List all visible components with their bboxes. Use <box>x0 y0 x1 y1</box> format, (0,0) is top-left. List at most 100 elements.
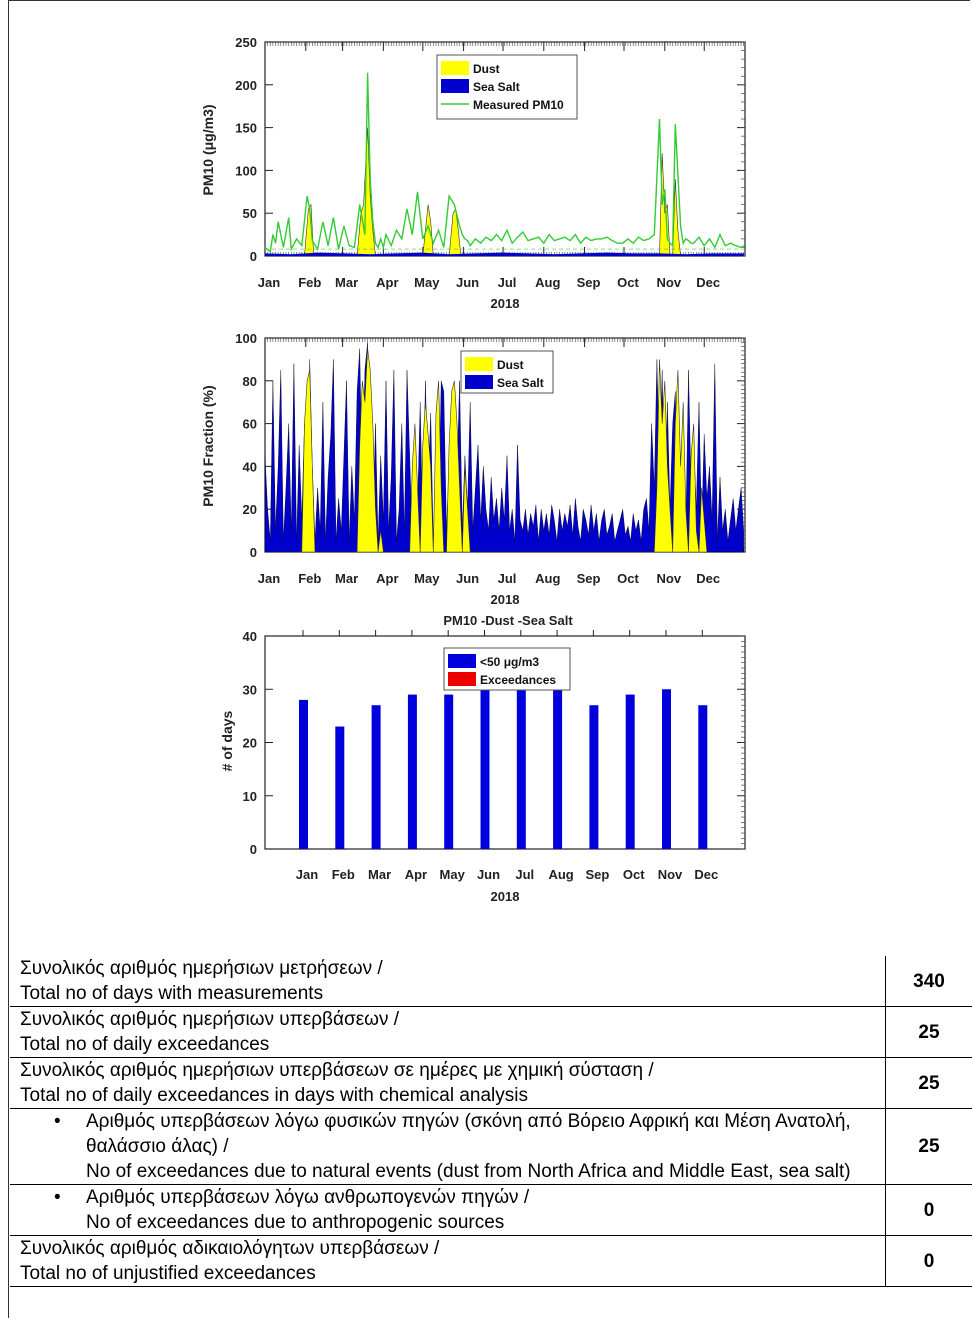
y-tick-label: 20 <box>243 736 257 751</box>
y-tick-label: 100 <box>235 331 257 346</box>
x-tick-label-jun: Jun <box>456 275 479 290</box>
x-tick-label-feb: Feb <box>298 571 321 586</box>
stats-value: 25 <box>885 1108 972 1185</box>
legend-swatch-0 <box>441 61 469 75</box>
x-tick-label-sep: Sep <box>585 867 609 882</box>
legend-swatch-0 <box>448 654 476 668</box>
legend-swatch-1 <box>441 79 469 93</box>
pm10-fraction-chart: 0 20 40 60 80 100 Jan Feb Mar Apr May Jun Jul Aug Sep O… <box>200 331 746 607</box>
y-axis-label: PM10 (μg/m3) <box>200 104 216 195</box>
measured-pm10-line <box>264 72 745 254</box>
page-frame <box>8 0 970 1318</box>
stats-label: Συνολικός αριθμός ημερήσιων μετρήσεων / T… <box>10 956 886 1007</box>
stats-value: 0 <box>885 1184 972 1236</box>
x-tick-label-may: May <box>414 275 440 290</box>
stats-row: Συνολικός αριθμός ημερήσιων μετρήσεων / T… <box>10 956 972 1007</box>
y-tick-label: 0 <box>250 545 257 560</box>
x-tick-label-jan: Jan <box>296 867 318 882</box>
stats-label: Αριθμός υπερβάσεων λόγω ανθρωπογενών πηγ… <box>10 1184 886 1236</box>
x-tick-label-mar: Mar <box>368 867 391 882</box>
x-tick-label-jan: Jan <box>258 571 280 586</box>
legend-label-0: Dust <box>473 62 500 76</box>
x-tick-label-jul: Jul <box>498 571 517 586</box>
y-tick-label: 0 <box>250 249 257 264</box>
y-tick-label: 10 <box>243 789 257 804</box>
x-axis-label: 2018 <box>491 889 520 904</box>
bar-under50-mar <box>371 705 381 849</box>
legend-label-0: Dust <box>497 358 524 372</box>
bar-under50-dec <box>698 705 708 849</box>
y-tick-label: 50 <box>243 206 257 221</box>
x-tick-label-oct: Oct <box>617 571 639 586</box>
y-axis-label: # of days <box>219 710 235 771</box>
label-english: No of exceedances due to natural events … <box>86 1161 851 1182</box>
x-tick-label-apr: Apr <box>405 867 427 882</box>
label-english: Total no of unjustified exceedances <box>20 1263 316 1284</box>
stats-label: Συνολικός αριθμός ημερήσιων υπερβάσεων σ… <box>10 1057 886 1109</box>
dust-fraction-area <box>265 348 708 553</box>
y-tick-label: 60 <box>243 417 257 432</box>
exceedances-summary-table: Συνολικός αριθμός ημερήσιων μετρήσεων / T… <box>10 956 972 1287</box>
x-tick-label-may: May <box>440 867 466 882</box>
stats-label: Αριθμός υπερβάσεων λόγω φυσικών πηγών (σ… <box>10 1108 886 1185</box>
x-tick-label-apr: Apr <box>376 275 398 290</box>
x-tick-label-may: May <box>414 571 440 586</box>
stats-row: Συνολικός αριθμός αδικαιολόγητων υπερβάσ… <box>10 1235 972 1287</box>
label-english: Total no of days with measurements <box>20 983 324 1004</box>
bar-under50-jan <box>299 699 308 849</box>
stats-value: 25 <box>885 1057 972 1109</box>
x-tick-label-dec: Dec <box>696 275 720 290</box>
x-tick-label-jan: Jan <box>258 275 280 290</box>
x-tick-label-mar: Mar <box>335 571 358 586</box>
y-tick-label: 0 <box>250 842 257 857</box>
bar-under50-apr <box>407 694 417 849</box>
stats-row: Αριθμός υπερβάσεων λόγω ανθρωπογενών πηγ… <box>10 1184 972 1236</box>
bar-under50-jul <box>516 689 526 849</box>
label-greek: Συνολικός αριθμός ημερήσιων μετρήσεων / <box>20 958 383 979</box>
x-tick-label-oct: Oct <box>623 867 645 882</box>
y-tick-label: 20 <box>243 502 257 517</box>
stats-value: 25 <box>885 1006 972 1058</box>
sea-salt-fraction-area <box>264 342 744 553</box>
x-axis-label: 2018 <box>491 296 520 311</box>
bar-under50-sep <box>589 705 599 849</box>
x-tick-label-oct: Oct <box>617 275 639 290</box>
label-greek: Συνολικός αριθμός ημερήσιων υπερβάσεων σ… <box>20 1060 654 1081</box>
legend-swatch-1 <box>448 672 476 686</box>
x-tick-label-dec: Dec <box>696 571 720 586</box>
bar-under50-nov <box>662 689 671 849</box>
y-tick-label: 200 <box>235 78 257 93</box>
sea-salt-area <box>265 252 744 256</box>
y-tick-label: 150 <box>235 121 257 136</box>
bar-under50-oct <box>625 694 635 849</box>
bar-under50-may <box>444 694 454 849</box>
x-tick-label-aug: Aug <box>535 275 560 290</box>
x-tick-label-jul: Jul <box>515 867 534 882</box>
x-tick-label-jun: Jun <box>477 867 500 882</box>
stats-value: 340 <box>885 956 972 1007</box>
label-greek: Αριθμός υπερβάσεων λόγω ανθρωπογενών πηγ… <box>86 1187 530 1208</box>
x-tick-label-nov: Nov <box>658 867 683 882</box>
legend-swatch-1 <box>465 375 493 389</box>
legend-swatch-0 <box>465 357 493 371</box>
x-tick-label-jun: Jun <box>456 571 479 586</box>
label-english: Total no of daily exceedances in days wi… <box>20 1085 528 1106</box>
x-tick-label-jul: Jul <box>498 275 517 290</box>
stats-label: Συνολικός αριθμός αδικαιολόγητων υπερβάσ… <box>10 1235 886 1287</box>
y-tick-label: 80 <box>243 374 257 389</box>
stats-row: Συνολικός αριθμός ημερήσιων υπερβάσεων σ… <box>10 1057 972 1109</box>
label-english: Total no of daily exceedances <box>20 1034 270 1055</box>
label-greek: Συνολικός αριθμός αδικαιολόγητων υπερβάσ… <box>20 1238 440 1259</box>
y-tick-label: 30 <box>243 682 257 697</box>
legend-label-1: Sea Salt <box>473 80 520 94</box>
x-axis-label: 2018 <box>491 592 520 607</box>
stats-row: Συνολικός αριθμός ημερήσιων υπερβάσεων /… <box>10 1006 972 1058</box>
pm10-concentration-chart: 0 50 100 150 200 250 Jan Feb Mar Apr May Jun Jul Aug S… <box>200 35 746 311</box>
x-tick-label-aug: Aug <box>535 571 560 586</box>
stats-value: 0 <box>885 1235 972 1287</box>
y-tick-label: 100 <box>235 163 257 178</box>
x-tick-label-dec: Dec <box>694 867 718 882</box>
x-tick-label-aug: Aug <box>548 867 573 882</box>
bar-under50-aug <box>553 689 563 849</box>
label-greek: Αριθμός υπερβάσεων λόγω φυσικών πηγών (σ… <box>86 1111 851 1157</box>
